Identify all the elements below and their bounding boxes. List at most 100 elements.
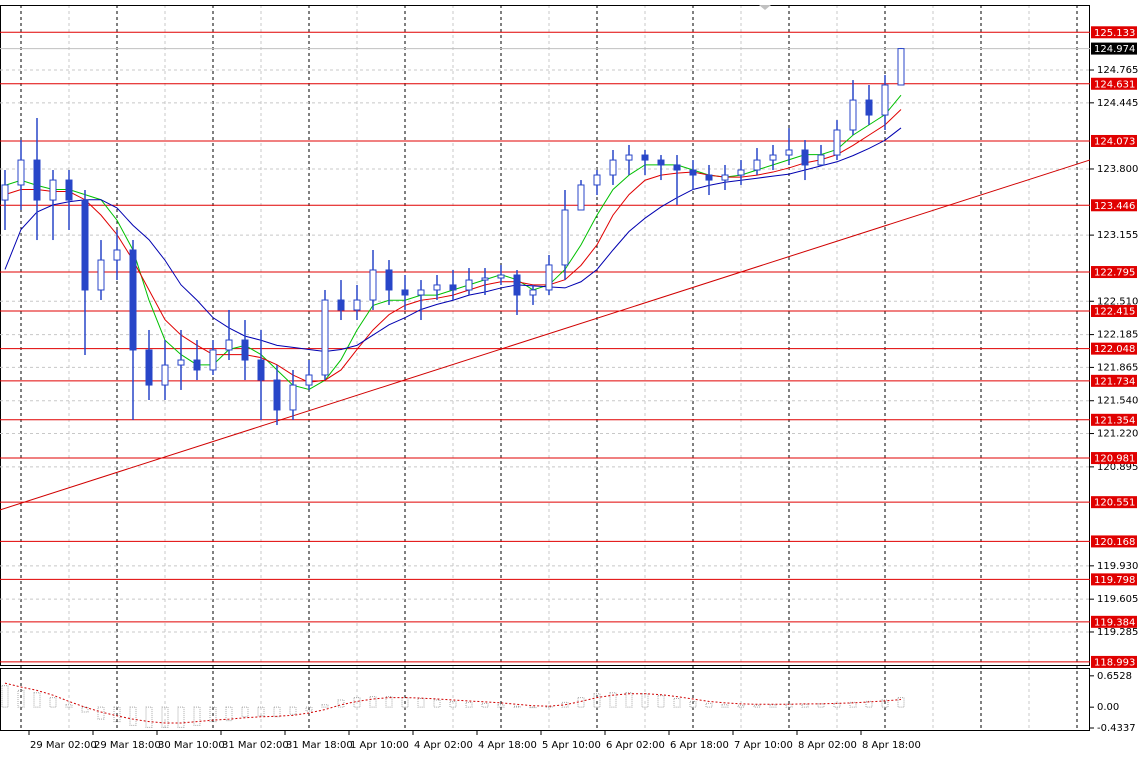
candle-body xyxy=(177,359,185,366)
osc-bar xyxy=(705,702,713,708)
x-tick-label: 5 Apr 10:00 xyxy=(542,740,601,751)
candle-body xyxy=(593,174,601,186)
y-tick-label: 0.6528 xyxy=(1097,671,1132,682)
osc-bar xyxy=(81,706,89,713)
level-label: 120.981 xyxy=(1094,454,1135,465)
x-tick-label: 29 Mar 18:00 xyxy=(94,740,161,751)
osc-bar xyxy=(513,705,521,708)
x-tick-label: 1 Apr 10:00 xyxy=(350,740,409,751)
candle-body xyxy=(753,159,761,171)
osc-bar xyxy=(897,697,905,708)
candle-body xyxy=(33,159,41,201)
x-tick-label: 8 Apr 18:00 xyxy=(862,740,921,751)
candle-body xyxy=(561,209,569,266)
osc-bar xyxy=(49,697,57,708)
candle-body xyxy=(321,299,329,376)
osc-bar xyxy=(401,697,409,708)
candle-body xyxy=(193,359,201,371)
y-tick-label: 124.765 xyxy=(1097,65,1138,76)
osc-bar xyxy=(241,706,249,718)
y-tick-label: 119.605 xyxy=(1097,594,1138,605)
candle-body xyxy=(801,149,809,166)
level-label: 124.073 xyxy=(1094,136,1135,147)
candle-body xyxy=(609,159,617,176)
level-label: 121.734 xyxy=(1094,376,1135,387)
candle-body xyxy=(209,349,217,371)
candle-body xyxy=(113,249,121,261)
level-label-box xyxy=(1091,535,1137,548)
candle-body xyxy=(273,379,281,411)
osc-bar xyxy=(145,706,153,728)
candle-body xyxy=(865,99,873,116)
osc-bar xyxy=(625,692,633,708)
level-label-box xyxy=(1091,573,1137,586)
candle-body xyxy=(225,339,233,351)
y-tick-label: 119.930 xyxy=(1097,561,1138,572)
level-label-box xyxy=(1091,452,1137,465)
osc-bar xyxy=(321,704,329,708)
osc-bar xyxy=(465,701,473,708)
level-label-box xyxy=(1091,342,1137,355)
x-tick-label: 30 Mar 10:00 xyxy=(158,740,225,751)
osc-bar xyxy=(721,704,729,708)
bid-box xyxy=(1091,42,1137,55)
osc-bar xyxy=(881,699,889,708)
candle-body xyxy=(833,129,841,156)
y-tick-label: 121.865 xyxy=(1097,362,1138,373)
osc-bar xyxy=(545,705,553,708)
osc-bar xyxy=(17,689,25,708)
candle-body xyxy=(385,269,393,291)
level-label: 122.795 xyxy=(1094,268,1135,279)
level-label-box xyxy=(1091,374,1137,387)
candle-body xyxy=(49,179,57,201)
x-tick-label: 31 Mar 02:00 xyxy=(222,740,289,751)
level-label: 120.551 xyxy=(1094,498,1135,509)
level-label-box xyxy=(1091,77,1137,90)
y-tick-label: -0.4337 xyxy=(1097,723,1136,734)
y-tick-label: 119.285 xyxy=(1097,627,1138,638)
level-label: 124.631 xyxy=(1094,79,1135,90)
level-label: 122.415 xyxy=(1094,307,1135,318)
trendline xyxy=(0,159,1091,511)
candle-body xyxy=(257,359,265,381)
sub-frame xyxy=(0,668,1090,731)
level-label-box xyxy=(1091,655,1137,668)
osc-bar xyxy=(65,704,73,708)
osc-bar xyxy=(433,699,441,708)
candle-body xyxy=(689,169,697,176)
osc-bar xyxy=(657,695,665,708)
osc-bar xyxy=(417,698,425,708)
candle-body xyxy=(289,384,297,411)
candle-body xyxy=(625,154,633,161)
candle-body xyxy=(721,174,729,181)
osc-bar xyxy=(257,706,265,717)
candle-body xyxy=(97,259,105,291)
candle-body xyxy=(241,339,249,361)
candle-body xyxy=(449,284,457,291)
candle-body xyxy=(785,149,793,156)
y-tick-label: 122.510 xyxy=(1097,296,1138,307)
level-label: 123.446 xyxy=(1094,201,1135,212)
osc-bar xyxy=(289,706,297,715)
candle-body xyxy=(465,279,473,291)
candle-body xyxy=(577,184,585,211)
shift-marker xyxy=(759,5,771,10)
candle-body xyxy=(897,48,905,86)
x-tick-label: 7 Apr 10:00 xyxy=(734,740,793,751)
candle-body xyxy=(513,274,521,296)
candle-body xyxy=(529,289,537,296)
x-tick-label: 6 Apr 02:00 xyxy=(606,740,665,751)
level-label-box xyxy=(1091,615,1137,628)
candle-body xyxy=(673,164,681,171)
candle-body xyxy=(17,159,25,186)
level-label-box xyxy=(1091,266,1137,279)
osc-bar xyxy=(97,706,105,720)
osc-bar xyxy=(193,706,201,726)
osc-bar xyxy=(673,698,681,708)
candle-body xyxy=(705,174,713,181)
candle-body xyxy=(401,289,409,296)
y-tick-label: 124.445 xyxy=(1097,98,1138,109)
x-tick-label: 6 Apr 18:00 xyxy=(670,740,729,751)
